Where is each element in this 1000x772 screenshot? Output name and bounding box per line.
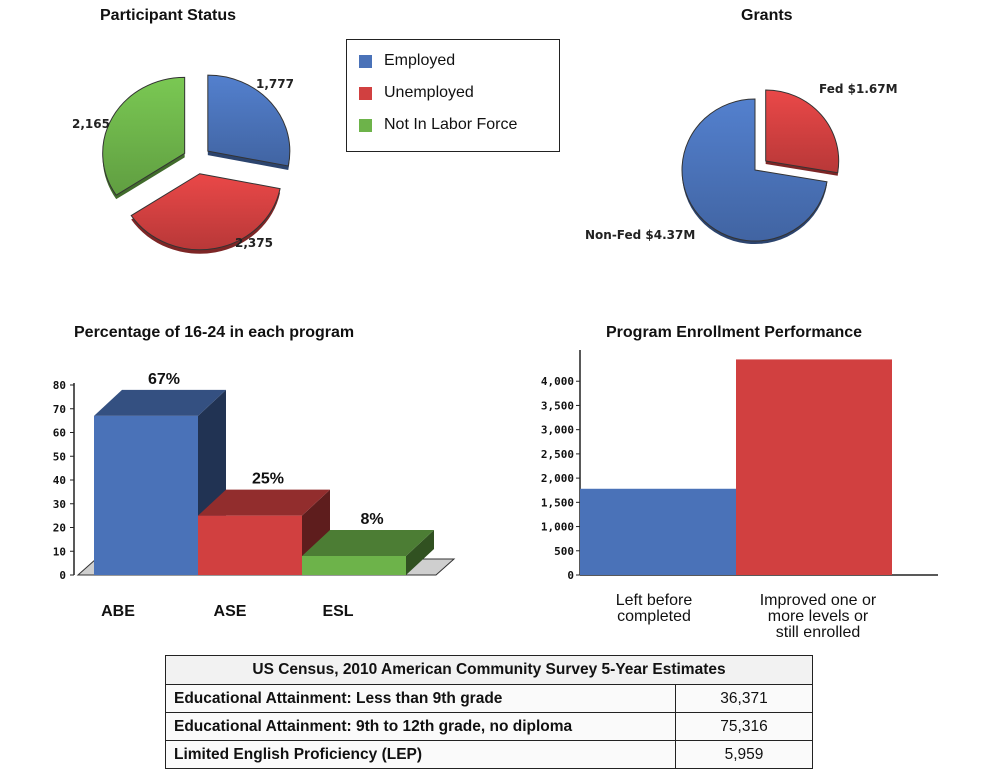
pie-value-label: 1,777 bbox=[256, 77, 294, 91]
category-label: still enrolled bbox=[776, 624, 860, 641]
category-label: more levels or bbox=[768, 608, 869, 625]
bar-top bbox=[94, 389, 226, 416]
legend-swatch-unemployed bbox=[359, 86, 372, 100]
legend-item-unemployed: Unemployed bbox=[359, 84, 474, 102]
bar-ase bbox=[198, 515, 302, 575]
legend-item-employed: Employed bbox=[359, 52, 455, 70]
census-table-header-row: US Census, 2010 American Community Surve… bbox=[165, 655, 813, 685]
category-label: ABE bbox=[101, 603, 135, 620]
participant-status-pie: 1,777 2,375 2,165 bbox=[72, 74, 294, 254]
y-tick-label: 3,500 bbox=[541, 399, 574, 412]
category-label: ASE bbox=[214, 603, 247, 620]
bar-value-label: 25% bbox=[252, 471, 284, 488]
bar-top bbox=[198, 489, 330, 516]
bar-abe bbox=[94, 415, 198, 575]
y-tick-label: 0 bbox=[567, 569, 574, 582]
pie-slice-employed bbox=[207, 74, 291, 167]
pie-slice-fed bbox=[765, 89, 840, 174]
grants-title: Grants bbox=[741, 7, 793, 24]
pct-16-24-title: Percentage of 16-24 in each program bbox=[74, 324, 355, 341]
census-row-value: 5,959 bbox=[675, 740, 813, 769]
pct-16-24-bar-chart: 0 10 20 30 40 50 60 70 80 67% ABE 25% ASE 8% ESL bbox=[53, 371, 456, 620]
table-row: Educational Attainment: Less than 9th gr… bbox=[165, 684, 813, 713]
y-tick-label: 0 bbox=[59, 569, 66, 582]
census-table: US Census, 2010 American Community Surve… bbox=[165, 655, 813, 769]
table-row: Educational Attainment: 9th to 12th grad… bbox=[165, 712, 813, 741]
bar-improved-or-enrolled bbox=[736, 359, 892, 575]
y-tick-label: 20 bbox=[53, 522, 66, 535]
y-tick-label: 3,000 bbox=[541, 424, 574, 437]
legend-swatch-not-in-labor-force bbox=[359, 118, 372, 132]
census-row-label: Educational Attainment: Less than 9th gr… bbox=[165, 684, 676, 713]
pie-value-label: 2,375 bbox=[235, 236, 273, 250]
y-tick-label: 4,000 bbox=[541, 375, 574, 388]
enrollment-bar-chart: 0 500 1,000 1,500 2,000 2,500 3,000 3,500 4,000 L… bbox=[541, 350, 938, 641]
category-label: Left before bbox=[616, 592, 693, 609]
y-tick-label: 10 bbox=[53, 545, 66, 558]
bar-side bbox=[406, 530, 434, 575]
pie-value-label: Fed $1.67M bbox=[819, 82, 898, 96]
y-tick-label: 80 bbox=[53, 379, 66, 392]
y-tick-label: 60 bbox=[53, 427, 66, 440]
y-tick-label: 50 bbox=[53, 450, 66, 463]
legend-label-unemployed: Unemployed bbox=[384, 84, 474, 101]
pie-slice-non-fed bbox=[681, 98, 828, 242]
y-tick-label: 1,000 bbox=[541, 521, 574, 534]
y-tick-label: 2,000 bbox=[541, 472, 574, 485]
pie-value-label: 2,165 bbox=[72, 117, 110, 131]
census-row-value: 36,371 bbox=[675, 684, 813, 713]
census-row-label: Educational Attainment: 9th to 12th grad… bbox=[165, 712, 676, 741]
chart-legend: Employed Unemployed Not In Labor Force bbox=[346, 39, 560, 152]
y-tick-label: 500 bbox=[554, 545, 574, 558]
category-label: completed bbox=[617, 608, 691, 625]
participant-status-title: Participant Status bbox=[100, 7, 237, 24]
pie-slice-not-in-labor-force bbox=[102, 76, 186, 196]
y-tick-label: 1,500 bbox=[541, 496, 574, 509]
legend-item-not-in-labor-force: Not In Labor Force bbox=[359, 116, 517, 134]
y-tick-label: 2,500 bbox=[541, 448, 574, 461]
bar-value-label: 67% bbox=[148, 371, 180, 388]
legend-swatch-employed bbox=[359, 54, 372, 68]
bar-esl bbox=[302, 556, 406, 575]
enrollment-title: Program Enrollment Performance bbox=[606, 324, 863, 341]
pie-slice-unemployed bbox=[130, 173, 281, 251]
pie-value-label: Non-Fed $4.37M bbox=[585, 228, 695, 242]
census-table-title: US Census, 2010 American Community Surve… bbox=[165, 655, 813, 685]
bar-left-before-completed bbox=[580, 488, 736, 575]
category-label: ESL bbox=[322, 603, 353, 620]
census-row-label: Limited English Proficiency (LEP) bbox=[165, 740, 676, 769]
bar-top bbox=[302, 530, 434, 556]
y-tick-label: 40 bbox=[53, 474, 66, 487]
legend-label-employed: Employed bbox=[384, 52, 456, 69]
y-tick-label: 70 bbox=[53, 403, 66, 416]
census-row-value: 75,316 bbox=[675, 712, 813, 741]
y-tick-label: 30 bbox=[53, 498, 66, 511]
category-label: Improved one or bbox=[760, 592, 877, 609]
grants-pie: Fed $1.67M Non-Fed $4.37M bbox=[585, 82, 898, 244]
bar-value-label: 8% bbox=[360, 511, 383, 528]
legend-label-not-in-labor-force: Not In Labor Force bbox=[384, 116, 518, 133]
table-row: Limited English Proficiency (LEP) 5,959 bbox=[165, 740, 813, 769]
